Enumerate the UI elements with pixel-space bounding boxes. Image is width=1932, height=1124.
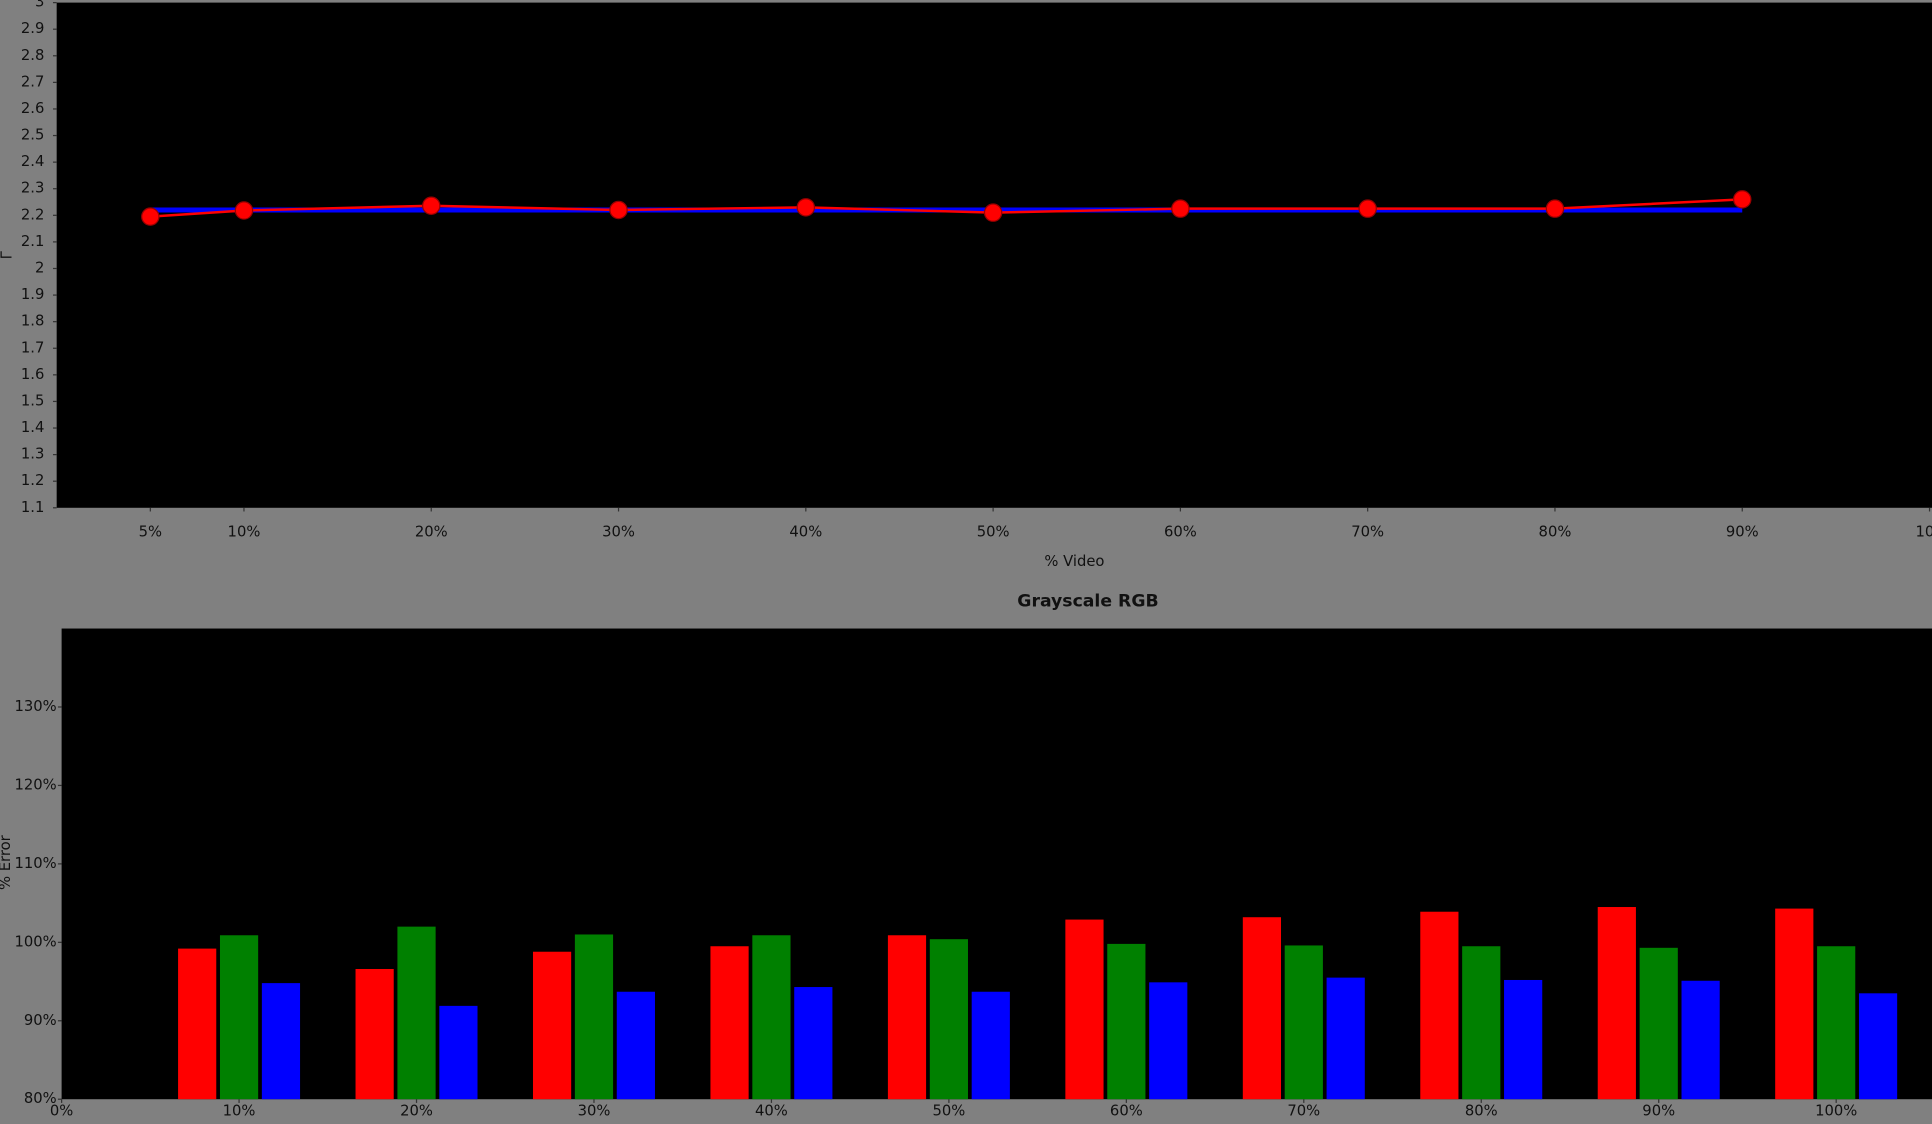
chart-title: Grayscale RGB	[1017, 591, 1158, 611]
y-tick-label: 1.1	[21, 499, 44, 516]
data-point	[141, 207, 160, 226]
bar	[1149, 982, 1188, 1100]
x-tick-label: 20%	[400, 1103, 433, 1120]
x-tick-label: 60%	[1110, 1103, 1143, 1120]
y-tick-label: 90%	[24, 1012, 57, 1029]
x-tick-label: 30%	[578, 1103, 611, 1120]
data-point	[1171, 199, 1190, 218]
x-tick-label: 5%	[139, 523, 162, 540]
bar	[439, 1005, 478, 1100]
y-axis-label: Γ	[0, 250, 15, 259]
x-tick-label: 90%	[1642, 1103, 1675, 1120]
bar	[397, 926, 436, 1100]
bar	[1817, 946, 1856, 1100]
y-tick-label: 1.5	[21, 392, 44, 409]
y-tick-label: 1.9	[21, 286, 44, 303]
x-tick-label: 60%	[1164, 523, 1197, 540]
x-tick-label: 100	[1915, 523, 1932, 540]
y-tick-label: 110%	[14, 855, 56, 872]
x-tick-label: 80%	[1465, 1103, 1498, 1120]
x-tick-label: 20%	[415, 523, 448, 540]
data-point	[609, 200, 628, 220]
x-tick-label: 0%	[50, 1103, 73, 1120]
y-tick-label: 2.8	[21, 47, 44, 64]
bar	[1504, 979, 1543, 1100]
y-tick-label: 2.9	[21, 20, 44, 37]
x-tick-label: 90%	[1726, 523, 1759, 540]
bar	[794, 987, 833, 1100]
y-tick-label: 2.6	[21, 100, 44, 117]
bar	[752, 935, 791, 1100]
x-tick-label: 70%	[1351, 523, 1384, 540]
x-tick-label: 70%	[1287, 1103, 1320, 1120]
y-tick-label: 100%	[14, 933, 56, 950]
series-line	[150, 198, 1743, 218]
data-point	[1733, 190, 1752, 209]
data-point	[422, 196, 441, 215]
bar	[1639, 947, 1678, 1100]
bar	[1597, 907, 1636, 1100]
y-tick-label: 2	[35, 259, 44, 276]
x-tick-label: 100%	[1815, 1103, 1857, 1120]
bar	[929, 939, 968, 1100]
bar	[1065, 919, 1104, 1100]
x-tick-label: 10%	[228, 523, 261, 540]
bar	[532, 951, 572, 1100]
bar	[1242, 917, 1282, 1100]
bar	[971, 991, 1010, 1100]
y-tick-label: 2.1	[21, 233, 44, 250]
y-tick-label: 1.4	[21, 419, 44, 436]
x-tick-label: 40%	[789, 523, 822, 540]
bar	[710, 946, 749, 1100]
bar	[616, 991, 655, 1100]
bar	[1775, 908, 1814, 1100]
data-point	[983, 203, 1003, 222]
y-tick-label: 130%	[14, 698, 56, 715]
y-axis-label: % Error	[0, 834, 14, 890]
bar	[887, 935, 927, 1100]
x-tick-label: 50%	[932, 1103, 965, 1120]
bar	[355, 968, 394, 1100]
y-tick-label: 1.8	[21, 313, 44, 330]
x-tick-label: 40%	[755, 1103, 788, 1120]
y-tick-label: 1.6	[21, 366, 44, 383]
x-tick-label: 30%	[602, 523, 635, 540]
bar	[1107, 943, 1146, 1100]
data-point	[1545, 199, 1565, 218]
plot-area	[56, 2, 1932, 508]
bar	[574, 934, 614, 1100]
data-point	[234, 201, 254, 220]
y-tick-label: 80%	[24, 1090, 57, 1107]
y-tick-label: 3	[35, 0, 44, 11]
y-tick-label: 2.5	[21, 127, 44, 144]
y-tick-label: 1.2	[21, 472, 44, 489]
y-tick-label: 1.3	[21, 446, 44, 463]
x-axis-label: % Video	[1044, 553, 1104, 570]
x-tick-label: 80%	[1539, 523, 1572, 540]
y-tick-label: 2.7	[21, 73, 44, 90]
y-tick-label: 1.7	[21, 339, 44, 356]
bar	[1420, 911, 1459, 1100]
bar	[1858, 993, 1898, 1100]
x-tick-label: 10%	[223, 1103, 256, 1120]
bar	[1681, 980, 1720, 1100]
bar	[1326, 977, 1365, 1100]
data-point	[1358, 199, 1377, 218]
bar	[178, 948, 217, 1100]
bar	[261, 983, 301, 1100]
bar	[1462, 946, 1501, 1100]
y-tick-label: 2.2	[21, 206, 44, 223]
x-tick-label: 50%	[977, 523, 1010, 540]
y-tick-label: 2.3	[21, 180, 44, 197]
bar	[1284, 945, 1323, 1100]
data-point	[796, 198, 816, 217]
y-tick-label: 2.4	[21, 153, 44, 170]
y-tick-label: 120%	[14, 776, 56, 793]
bar	[219, 935, 259, 1100]
